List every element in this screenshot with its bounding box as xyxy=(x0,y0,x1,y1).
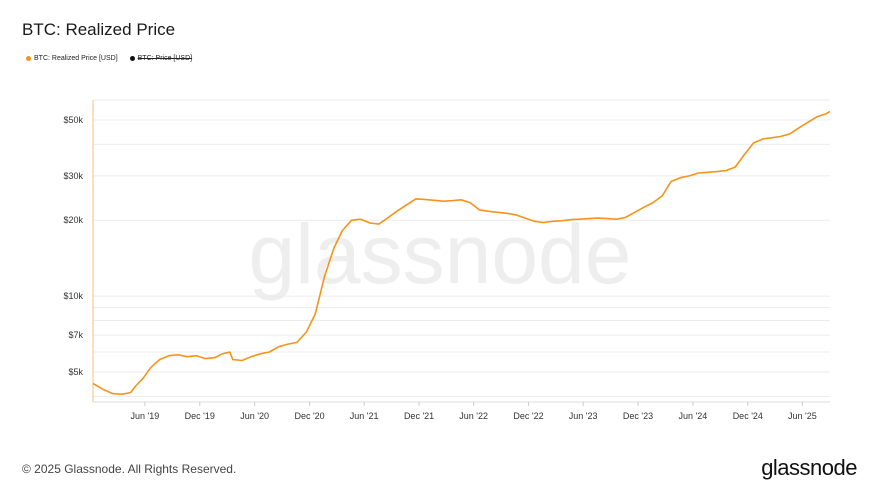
legend-label-price: BTC: Price [USD] xyxy=(137,55,193,62)
y-tick-label: $5k xyxy=(68,367,83,377)
glassnode-logo: glassnode xyxy=(761,455,857,480)
y-tick-label: $50k xyxy=(63,115,83,125)
x-axis: Jun '19 Dec '19 Jun '20 Dec '20 Jun '21 Dec '… xyxy=(93,401,830,421)
x-tick-label: Dec '22 xyxy=(513,411,543,421)
watermark: glassnode xyxy=(249,207,632,301)
legend-dot-price xyxy=(129,56,135,61)
y-tick-label: $10k xyxy=(63,291,83,301)
x-tick-label: Jun '25 xyxy=(788,411,817,421)
x-tick-label: Jun '24 xyxy=(679,411,708,421)
legend: BTC: Realized Price [USD] BTC: Price [US… xyxy=(26,55,192,62)
x-tick-label: Dec '24 xyxy=(733,411,763,421)
y-tick-label: $20k xyxy=(63,215,83,225)
legend-label-realized-price: BTC: Realized Price [USD] xyxy=(34,55,118,62)
series-layer xyxy=(92,110,831,395)
chart-title: BTC: Realized Price xyxy=(22,20,176,39)
x-tick-label: Jun '21 xyxy=(350,411,379,421)
copyright-text: © 2025 Glassnode. All Rights Reserved. xyxy=(22,462,237,476)
x-tick-label: Jun '20 xyxy=(240,411,269,421)
realized-price-line xyxy=(92,110,831,395)
x-tick-label: Dec '21 xyxy=(404,411,434,421)
legend-item-realized-price[interactable]: BTC: Realized Price [USD] xyxy=(26,55,118,62)
legend-dot-realized-price xyxy=(26,56,31,61)
legend-item-price[interactable]: BTC: Price [USD] xyxy=(129,55,193,62)
x-tick-label: Jun '19 xyxy=(131,411,160,421)
grid-lines xyxy=(93,99,830,397)
x-tick-label: Dec '20 xyxy=(294,411,324,421)
y-axis: $5k $7k $10k $20k $30k $50k xyxy=(63,100,94,402)
x-tick-label: Dec '23 xyxy=(623,411,653,421)
y-tick-label: $7k xyxy=(68,330,83,340)
x-tick-label: Dec '19 xyxy=(185,411,215,421)
y-tick-label: $30k xyxy=(63,171,83,181)
x-tick-label: Jun '22 xyxy=(459,411,488,421)
x-tick-label: Jun '23 xyxy=(569,411,598,421)
